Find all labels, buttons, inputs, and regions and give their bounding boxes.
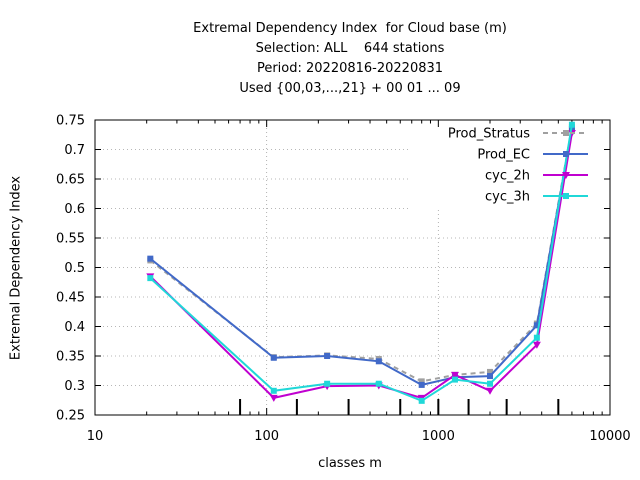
data-point-cyc-2h xyxy=(486,387,495,395)
data-point-prod-ec xyxy=(533,322,540,329)
legend-marker-cyc-2h xyxy=(562,172,570,179)
data-point-cyc-3h xyxy=(270,387,277,394)
y-tick-label: 0.65 xyxy=(56,173,85,188)
legend-label-prod-stratus: Prod_Stratus xyxy=(448,127,530,142)
data-point-cyc-3h xyxy=(533,334,540,341)
data-point-prod-ec xyxy=(418,381,425,388)
legend-label-cyc-3h: cyc_3h xyxy=(485,190,530,205)
plot-frame xyxy=(94,119,611,416)
data-point-cyc-3h xyxy=(451,376,458,383)
data-point-prod-ec xyxy=(324,353,331,359)
data-point-prod-ec xyxy=(270,354,277,361)
data-point-prod-stratus xyxy=(487,368,494,375)
data-point-cyc-3h xyxy=(568,121,575,128)
x-tick-label: 1000 xyxy=(422,429,455,444)
series-line-prod-ec xyxy=(149,128,573,386)
y-tick-label: 0.55 xyxy=(56,232,85,247)
y-tick-label: 0.35 xyxy=(56,350,85,365)
series-line-prod-stratus xyxy=(149,126,573,383)
legend-marker-prod-ec xyxy=(563,151,569,157)
data-point-prod-stratus xyxy=(418,378,425,385)
data-point-cyc-3h xyxy=(147,275,154,282)
data-point-cyc-3h xyxy=(375,380,382,387)
x-axis-label: classes m xyxy=(318,456,382,471)
data-point-cyc-2h xyxy=(532,341,541,349)
y-tick-label: 0.7 xyxy=(64,143,85,158)
chart-title: Extremal Dependency Index for Cloud base… xyxy=(0,19,640,99)
data-point-cyc-2h xyxy=(269,394,278,402)
legend-label-cyc-2h: cyc_2h xyxy=(485,169,530,184)
data-point-prod-ec xyxy=(147,255,154,262)
data-point-cyc-2h xyxy=(450,371,459,379)
legend-label-prod-ec: Prod_EC xyxy=(477,148,530,163)
y-axis-label: Extremal Dependency Index xyxy=(8,175,24,361)
y-tick-label: 0.4 xyxy=(64,320,85,335)
data-point-prod-ec xyxy=(487,373,494,380)
legend-marker-cyc-3h xyxy=(563,193,569,199)
y-tick-label: 0.45 xyxy=(56,291,85,306)
x-tick-label: 10000 xyxy=(589,429,630,444)
legend-marker-prod-stratus xyxy=(563,130,569,136)
x-tick-label: 10 xyxy=(87,429,104,444)
y-tick-label: 0.25 xyxy=(56,409,85,424)
y-tick-label: 0.5 xyxy=(64,261,85,276)
title-line-3: Period: 20220816-20220831 xyxy=(256,61,444,76)
data-point-cyc-3h xyxy=(487,380,494,387)
x-tick-label: 100 xyxy=(254,429,279,444)
data-point-cyc-3h xyxy=(418,397,425,404)
y-tick-label: 0.6 xyxy=(64,202,85,217)
y-tick-label: 0.75 xyxy=(56,114,85,129)
title-line-1: Extremal Dependency Index for Cloud base… xyxy=(193,21,507,36)
data-point-cyc-3h xyxy=(324,380,331,387)
y-tick-label: 0.3 xyxy=(64,379,85,394)
title-line-4: Used {00,03,...,21} + 00 01 ... 09 xyxy=(239,81,461,96)
title-line-2: Selection: ALL 644 stations xyxy=(255,41,445,56)
data-point-prod-ec xyxy=(375,358,382,365)
